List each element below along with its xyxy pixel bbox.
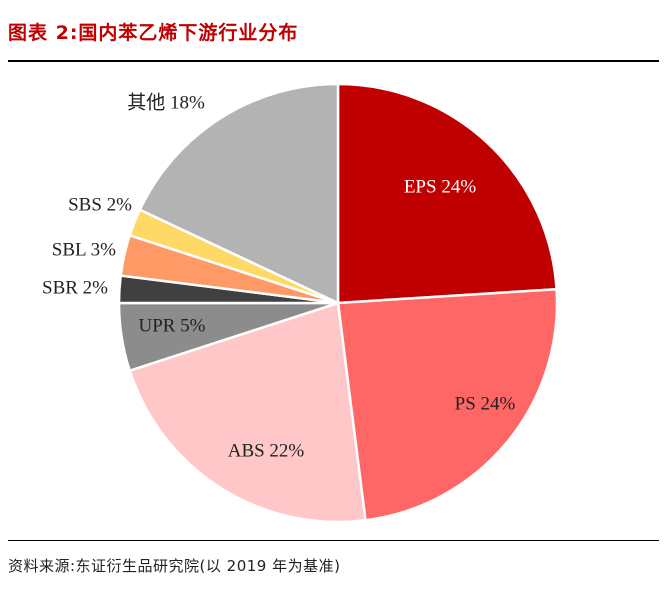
pie-slice-ps (336, 288, 559, 522)
slice-label-sbr: SBR 2% (42, 277, 108, 298)
source-note: 资料来源:东证衍生品研究院(以 2019 年为基准) (8, 557, 341, 575)
slice-label-sbl: SBL 3% (52, 239, 116, 260)
title-divider (8, 60, 659, 62)
slice-label-ps: PS 24% (455, 393, 516, 414)
slice-label-other: 其他 18% (127, 91, 205, 113)
pie-slice-eps (336, 82, 558, 305)
footer-divider (8, 540, 659, 541)
slice-label-abs: ABS 22% (228, 440, 305, 461)
slice-label-upr: UPR 5% (138, 315, 205, 336)
slice-label-sbs: SBS 2% (68, 194, 132, 215)
chart-title: 图表 2:国内苯乙烯下游行业分布 (8, 22, 299, 44)
slice-label-eps: EPS 24% (404, 176, 476, 197)
pie-slice-other (138, 82, 340, 305)
pie-slice-abs (128, 301, 367, 524)
